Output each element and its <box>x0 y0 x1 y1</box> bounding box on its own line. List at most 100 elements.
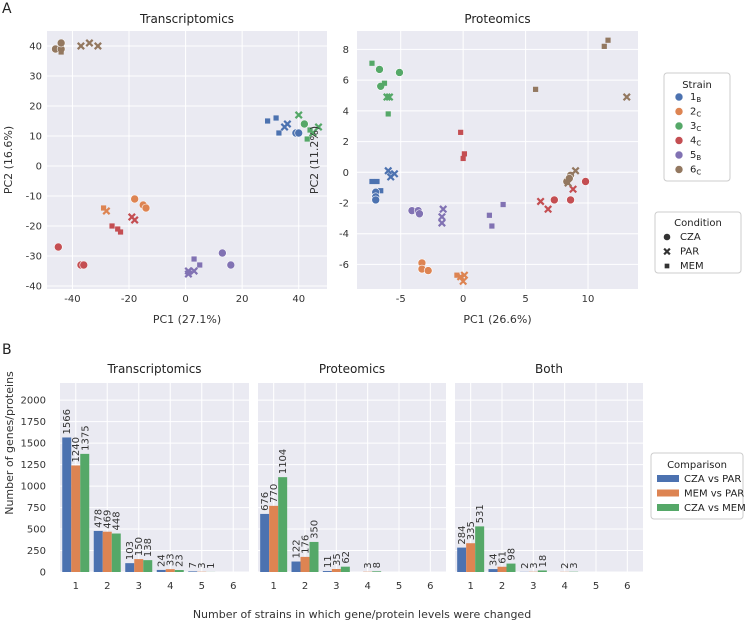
scatter-point <box>191 256 197 262</box>
legend-marker <box>663 247 671 256</box>
bar <box>278 477 288 572</box>
x-tick-label: 20 <box>236 294 249 305</box>
bar <box>331 568 341 572</box>
legend-marker <box>674 121 684 131</box>
y-tick-label: 1750 <box>21 417 46 428</box>
bar-value-label: 3 <box>569 562 580 568</box>
scatter-point <box>294 111 303 119</box>
bar-value-label: 138 <box>143 538 154 557</box>
x-tick-label: 6 <box>624 581 630 592</box>
x-tick-label: 5 <box>199 581 205 592</box>
pca-proteomics: -5 0 5 10 -6 -4 -2 0 2 4 6 8 Proteomics PC1 (26.6%) PC… <box>308 12 638 326</box>
legend-condition: Condition CZA PAR MEM <box>654 211 742 274</box>
y-tick-label: 6 <box>343 76 349 87</box>
bar-value-label: 34 <box>489 553 500 566</box>
bar <box>340 566 350 572</box>
legend-label: 6C <box>690 165 701 177</box>
bar <box>269 505 279 572</box>
scatter-point <box>369 60 375 66</box>
legend-label: PAR <box>680 247 699 258</box>
legend-marker <box>664 263 670 269</box>
y-tick-label: 8 <box>343 45 349 56</box>
bar <box>125 563 135 572</box>
scatter-title: Transcriptomics <box>139 12 234 26</box>
scatter-point <box>130 216 139 224</box>
y-tick-label: 750 <box>27 503 46 514</box>
y-tick-label: 20 <box>29 102 42 113</box>
legend-label: MEM vs PAR <box>684 489 744 500</box>
y-tick-label: 30 <box>29 72 42 83</box>
scatter-point <box>458 129 464 135</box>
scatter-point <box>300 119 309 129</box>
scatter-point <box>385 111 391 117</box>
scatter-point <box>486 212 492 218</box>
x-tick-label: 3 <box>136 581 142 592</box>
scatter-point <box>489 223 495 229</box>
scatter-point <box>130 194 139 204</box>
bar-value-label: 33 <box>166 553 177 566</box>
scatter-point <box>218 248 227 258</box>
scatter-point <box>569 185 578 194</box>
bar-value-label: 122 <box>292 539 303 558</box>
scatter-point <box>423 266 433 275</box>
x-tick-label: 10 <box>582 294 595 305</box>
x-tick-label: 3 <box>333 581 339 592</box>
plot-area <box>258 383 446 572</box>
scatter-point <box>601 43 607 49</box>
legend-marker <box>674 107 684 116</box>
bar-value-label: 531 <box>475 504 486 523</box>
bar-value-label: 35 <box>332 553 343 566</box>
scatter-point <box>273 115 279 121</box>
x-tick-label: 4 <box>167 581 173 592</box>
bar <box>93 530 103 572</box>
scatter-point <box>571 166 580 175</box>
bar <box>291 561 301 572</box>
bar-value-label: 103 <box>125 541 136 560</box>
bar-value-label: 770 <box>269 484 280 503</box>
bar <box>300 556 310 572</box>
scatter-point <box>197 262 203 268</box>
bar-value-label: 24 <box>157 554 168 567</box>
legend-title: Comparison <box>667 460 727 471</box>
bar-title: Transcriptomics <box>106 362 201 376</box>
x-tick-label: 5 <box>522 294 528 305</box>
x-tick-label: 1 <box>270 581 276 592</box>
scatter-point <box>381 80 388 86</box>
scatter-point <box>415 209 424 219</box>
x-tick-label: 0 <box>182 294 188 305</box>
plot-area <box>357 31 638 289</box>
scatter-point <box>76 42 85 50</box>
scatter-point <box>109 223 115 229</box>
x-tick-label: -20 <box>121 294 137 305</box>
bar-value-label: 676 <box>260 492 271 511</box>
scatter-point <box>54 242 63 252</box>
scatter-point <box>102 207 111 215</box>
bar-title: Proteomics <box>319 362 385 376</box>
scatter-point <box>117 229 124 235</box>
x-tick-label: 5 <box>396 581 402 592</box>
bar-value-label: 18 <box>538 555 549 568</box>
scatter-point <box>536 197 545 206</box>
scatter-point <box>283 120 292 128</box>
legend-label: 1B <box>690 92 701 104</box>
scatter-point <box>375 65 384 74</box>
scatter-point <box>276 130 282 136</box>
y-tick-label: 0 <box>343 168 349 179</box>
x-tick-label: 6 <box>427 581 433 592</box>
scatter-point <box>314 123 323 131</box>
scatter-point <box>581 177 590 186</box>
bar-value-label: 8 <box>372 562 383 568</box>
y-axis-label: PC2 (11.2%) <box>308 126 321 194</box>
bar <box>537 570 547 572</box>
scatter-point <box>454 272 460 278</box>
y-tick-label: 4 <box>343 106 349 117</box>
legend-swatch <box>657 475 679 482</box>
scatter-point <box>371 195 381 205</box>
x-tick-label: 1 <box>73 581 79 592</box>
x-tick-label: 3 <box>530 581 536 592</box>
legend-label: CZA vs MEM <box>684 503 746 514</box>
scatter-point <box>56 38 66 48</box>
